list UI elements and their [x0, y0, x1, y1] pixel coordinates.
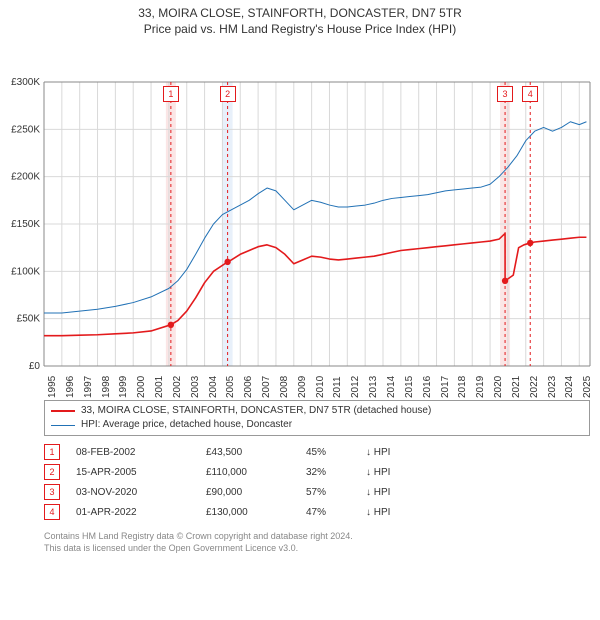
footnote-line-1: Contains HM Land Registry data © Crown c…	[44, 530, 590, 542]
x-tick-label: 2020	[493, 376, 504, 398]
sales-table-row: 4 01-APR-2022£130,00047%↓ HPI	[44, 502, 590, 522]
sales-row-date: 08-FEB-2002	[76, 447, 206, 458]
x-tick-label: 2023	[547, 376, 558, 398]
x-tick-label: 2024	[564, 376, 575, 398]
sales-row-price: £130,000	[206, 507, 306, 518]
sales-row-marker: 3	[44, 484, 60, 500]
legend-label-blue: HPI: Average price, detached house, Donc…	[81, 418, 292, 432]
x-tick-label: 1996	[65, 376, 76, 398]
sales-row-price: £110,000	[206, 467, 306, 478]
sale-marker-4: 4	[522, 86, 538, 102]
x-tick-label: 2021	[511, 376, 522, 398]
sales-row-date: 15-APR-2005	[76, 467, 206, 478]
x-tick-label: 2013	[368, 376, 379, 398]
sales-row-marker: 2	[44, 464, 60, 480]
sales-row-price: £90,000	[206, 487, 306, 498]
svg-text:£250K: £250K	[11, 124, 40, 135]
legend-row-blue: HPI: Average price, detached house, Donc…	[51, 418, 583, 432]
footnote: Contains HM Land Registry data © Crown c…	[44, 530, 590, 554]
sales-row-marker: 1	[44, 444, 60, 460]
x-tick-label: 2007	[261, 376, 272, 398]
x-tick-label: 2019	[475, 376, 486, 398]
x-tick-label: 2025	[582, 376, 593, 398]
legend-row-red: 33, MOIRA CLOSE, STAINFORTH, DONCASTER, …	[51, 404, 583, 418]
x-tick-label: 2010	[315, 376, 326, 398]
sale-marker-1: 1	[163, 86, 179, 102]
svg-text:£0: £0	[29, 361, 41, 372]
x-tick-label: 2009	[297, 376, 308, 398]
svg-text:£50K: £50K	[17, 314, 41, 325]
x-tick-label: 2018	[457, 376, 468, 398]
price-chart: £0 £50K £100K £150K £200K £250K £300K 1995 1996 1…	[0, 36, 600, 396]
legend-swatch-red	[51, 410, 75, 412]
x-tick-label: 2016	[422, 376, 433, 398]
x-tick-label: 2002	[172, 376, 183, 398]
svg-text:£150K: £150K	[11, 219, 40, 230]
sales-row-pct: 32%	[306, 467, 366, 478]
sales-table: 108-FEB-2002£43,50045%↓ HPI215-APR-2005£…	[44, 442, 590, 522]
sales-row-date: 03-NOV-2020	[76, 487, 206, 498]
sales-row-pct: 57%	[306, 487, 366, 498]
x-tick-label: 2004	[208, 376, 219, 398]
sales-row-dir: ↓ HPI	[366, 467, 426, 478]
x-tick-label: 2005	[225, 376, 236, 398]
x-tick-label: 2001	[154, 376, 165, 398]
title-line-2: Price paid vs. HM Land Registry's House …	[0, 22, 600, 36]
x-tick-label: 2006	[243, 376, 254, 398]
x-tick-label: 2011	[332, 376, 343, 398]
page: 33, MOIRA CLOSE, STAINFORTH, DONCASTER, …	[0, 0, 600, 554]
x-tick-label: 1999	[118, 376, 129, 398]
footnote-line-2: This data is licensed under the Open Gov…	[44, 542, 590, 554]
x-tick-label: 1997	[83, 376, 94, 398]
legend-label-red: 33, MOIRA CLOSE, STAINFORTH, DONCASTER, …	[81, 404, 431, 418]
sales-table-row: 2 15-APR-2005£110,00032%↓ HPI	[44, 462, 590, 482]
sale-marker-3: 3	[497, 86, 513, 102]
x-tick-label: 2014	[386, 376, 397, 398]
sales-row-dir: ↓ HPI	[366, 507, 426, 518]
legend-swatch-blue	[51, 425, 75, 426]
sales-table-row: 1 08-FEB-2002£43,50045%↓ HPI	[44, 442, 590, 462]
svg-text:£200K: £200K	[11, 172, 40, 183]
x-tick-label: 2022	[529, 376, 540, 398]
x-tick-label: 1998	[101, 376, 112, 398]
sales-row-pct: 47%	[306, 507, 366, 518]
svg-text:£100K: £100K	[11, 266, 40, 277]
svg-text:£300K: £300K	[11, 77, 40, 88]
x-tick-label: 2017	[440, 376, 451, 398]
chart-titles: 33, MOIRA CLOSE, STAINFORTH, DONCASTER, …	[0, 0, 600, 36]
sales-row-pct: 45%	[306, 447, 366, 458]
x-tick-label: 2000	[136, 376, 147, 398]
sales-row-price: £43,500	[206, 447, 306, 458]
legend: 33, MOIRA CLOSE, STAINFORTH, DONCASTER, …	[44, 400, 590, 436]
x-tick-label: 2015	[404, 376, 415, 398]
title-line-1: 33, MOIRA CLOSE, STAINFORTH, DONCASTER, …	[0, 6, 600, 20]
sales-row-marker: 4	[44, 504, 60, 520]
sale-marker-2: 2	[220, 86, 236, 102]
sales-row-dir: ↓ HPI	[366, 447, 426, 458]
sales-row-dir: ↓ HPI	[366, 487, 426, 498]
x-tick-label: 2003	[190, 376, 201, 398]
sales-row-date: 01-APR-2022	[76, 507, 206, 518]
x-tick-label: 1995	[47, 376, 58, 398]
x-tick-label: 2008	[279, 376, 290, 398]
x-tick-label: 2012	[350, 376, 361, 398]
sales-table-row: 3 03-NOV-2020£90,00057%↓ HPI	[44, 482, 590, 502]
